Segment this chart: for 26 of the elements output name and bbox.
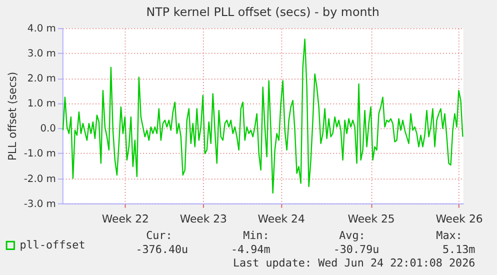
text: Last update: Wed Jun 24 22:01:08 2026 bbox=[232, 256, 476, 270]
y-tick-label: 0.0 bbox=[40, 124, 56, 135]
y-tick-label: -3.0 m bbox=[24, 198, 56, 210]
x-tick-label: Week 23 bbox=[180, 212, 228, 226]
y-tick-label: -2.0 m bbox=[24, 174, 56, 185]
text: Cur: bbox=[146, 228, 172, 242]
y-tick-label: 3.0 m bbox=[27, 48, 56, 60]
text: Min: bbox=[243, 228, 270, 242]
legend-label: pll-offset bbox=[20, 238, 86, 252]
text: 5.13m bbox=[442, 242, 476, 256]
y-tick-label: 4.0 m bbox=[27, 24, 56, 35]
y-tick-label: 1.0 m bbox=[27, 98, 56, 110]
text: Max: bbox=[436, 228, 462, 242]
text: -4.94m bbox=[230, 242, 271, 256]
y-axis-title: PLL offset (secs) bbox=[6, 72, 19, 161]
line-series bbox=[62, 38, 464, 194]
x-tick-label: Week 22 bbox=[102, 212, 149, 226]
x-tick-label: Week 24 bbox=[258, 212, 305, 226]
y-tick-label: 2.0 m bbox=[27, 74, 56, 85]
y-tick-label: -1.0 m bbox=[24, 148, 56, 160]
text: Avg: bbox=[339, 228, 366, 242]
x-tick-label: Week 26 bbox=[436, 212, 483, 226]
x-tick-label: Week 25 bbox=[348, 212, 395, 226]
text: -376.40u bbox=[136, 242, 188, 256]
text: -30.79u bbox=[333, 242, 380, 256]
chart-title: NTP kernel PLL offset (secs) - by month bbox=[146, 5, 380, 20]
